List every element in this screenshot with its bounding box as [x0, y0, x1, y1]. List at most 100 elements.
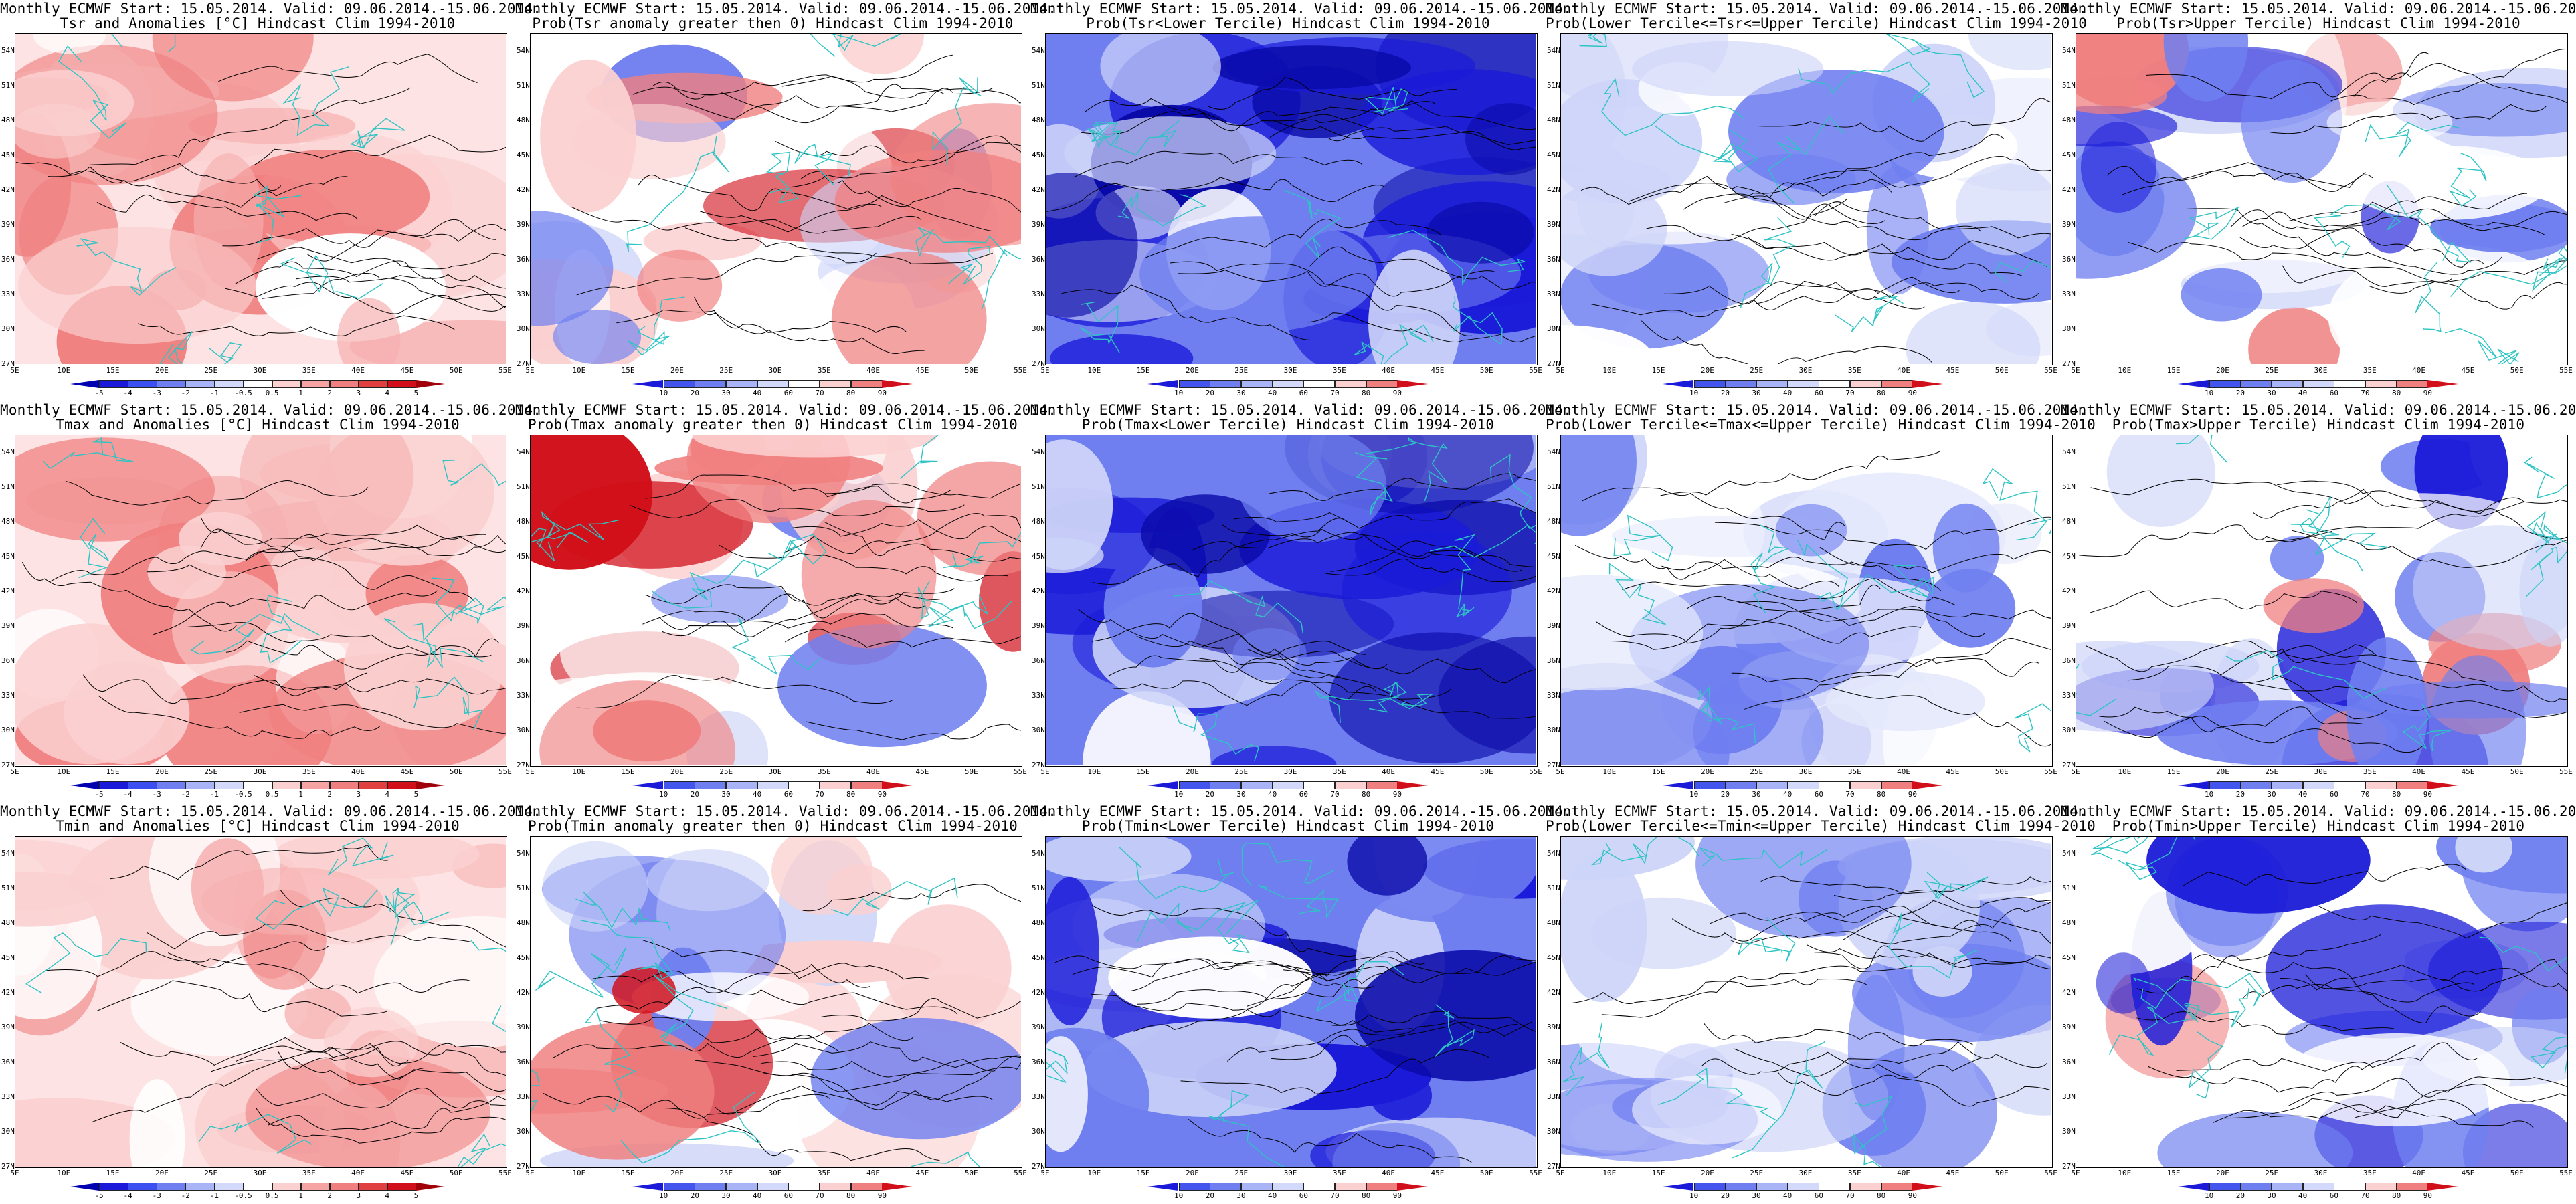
colorbar-segment: [329, 380, 359, 388]
longitude-label: 20E: [670, 1169, 684, 1177]
longitude-label: 5E: [10, 366, 19, 375]
colorbar-segment: [2240, 380, 2272, 388]
longitude-label: 55E: [2559, 767, 2573, 776]
latitude-label: 39N: [1547, 220, 1560, 229]
latitude-label: 42N: [1547, 587, 1560, 595]
isotherm-contour: [2193, 954, 2474, 1003]
colorbar-segment: [2240, 781, 2272, 789]
latitude-label: 54N: [2062, 46, 2076, 55]
latitude-label: 27N: [2062, 1162, 2076, 1171]
latitude-label: 36N: [1032, 656, 1045, 665]
latitude-label: 48N: [1, 116, 15, 124]
colorbar-arrow: [882, 781, 913, 789]
latitude-label: 54N: [1032, 447, 1045, 456]
shaded-region: [1632, 41, 1824, 96]
map-canvas: [1045, 33, 1538, 365]
isotherm-contour: [2318, 902, 2567, 939]
panel-title-line2: Prob(Tmin<Lower Tercile) Hindcast Clim 1…: [1081, 818, 1495, 834]
colorbar-segment: [850, 1183, 883, 1191]
colorbar-label: 20: [1205, 389, 1214, 397]
shaded-region: [178, 512, 262, 566]
colorbar-arrow: [416, 781, 445, 789]
longitude-label: 45E: [2461, 366, 2475, 375]
coastline: [2526, 546, 2567, 597]
latitude-label: 39N: [517, 1023, 530, 1031]
colorbar-label: 90: [2423, 790, 2432, 799]
isotherm-contour: [1309, 246, 1536, 290]
colorbar-segment: [1725, 380, 1757, 388]
colorbar-label: 30: [2267, 389, 2276, 397]
latitude-label: 54N: [517, 46, 530, 55]
longitude-label: 40E: [351, 767, 365, 776]
panel-title-line1: Monthly ECMWF Start: 15.05.2014. Valid: …: [515, 402, 1057, 418]
colorbar-label: 30: [2267, 790, 2276, 799]
latitude-label: 51N: [1032, 482, 1045, 491]
colorbar-segment: [1881, 781, 1913, 789]
colorbar-segment: [358, 781, 388, 789]
colorbar: 10 20 30 40 60 70 80 90: [632, 380, 913, 397]
latitude-label: 48N: [517, 116, 530, 124]
colorbar-label: 60: [1814, 389, 1823, 397]
isotherm-contour: [632, 54, 953, 100]
colorbar-segment: [1335, 380, 1367, 388]
isotherm-contour: [1268, 473, 1536, 501]
shaded-region: [1968, 34, 2051, 71]
colorbar-segment: [663, 380, 695, 388]
longitude-label: 15E: [2167, 366, 2181, 375]
latitude-label: 54N: [1, 849, 15, 858]
isotherm-contour: [2292, 530, 2567, 568]
colorbar-label: 80: [846, 790, 856, 799]
colorbar-label: 20: [690, 389, 699, 397]
coastline: [2365, 122, 2461, 157]
isotherm-contour: [96, 195, 358, 221]
coastline: [1365, 437, 1448, 502]
shaded-region: [1561, 575, 1704, 691]
longitude-label: 10E: [1602, 767, 1617, 776]
colorbar-label: 20: [690, 790, 699, 799]
map-canvas: [2076, 33, 2568, 365]
shaded-region: [1561, 181, 1667, 276]
colorbar-label: 70: [1330, 1191, 1340, 1200]
coastline: [2415, 262, 2442, 332]
coastline: [190, 613, 320, 655]
isotherm-contour: [1269, 100, 1536, 138]
map-panel: Monthly ECMWF Start: 15.05.2014. Valid: …: [0, 401, 541, 803]
shaded-region: [553, 309, 642, 364]
isotherm-contour: [268, 1095, 506, 1131]
latitude-label: 45N: [1032, 953, 1045, 962]
colorbar-label: 20: [1205, 1191, 1214, 1200]
coastline: [255, 887, 379, 930]
panel-title-line1: Monthly ECMWF Start: 15.05.2014. Valid: …: [1546, 402, 2088, 418]
shaded-region: [33, 34, 106, 54]
isotherm-contour: [592, 970, 958, 1015]
latitude-label: 27N: [1, 359, 15, 368]
longitude-label: 30E: [2314, 1169, 2328, 1177]
latitude-label: 54N: [2062, 849, 2076, 858]
latitude-label: 30N: [1547, 324, 1560, 333]
coastline: [535, 948, 626, 998]
isotherm-contour: [1199, 658, 1536, 719]
longitude-label: 15E: [1136, 1169, 1150, 1177]
shaded-region: [2181, 205, 2324, 249]
latitude-label: 48N: [1547, 116, 1560, 124]
colorbar-label: 30: [1752, 790, 1761, 799]
shaded-region: [1211, 746, 1337, 765]
isotherm-contour: [50, 547, 315, 582]
longitude-label: 25E: [1234, 366, 1249, 375]
longitude-label: 25E: [204, 1169, 218, 1177]
colorbar-segment: [1819, 781, 1851, 789]
isotherm-contour: [2288, 1078, 2567, 1106]
shaded-region: [1427, 201, 1534, 264]
coastline: [531, 522, 589, 548]
shaded-region: [2346, 637, 2428, 765]
coastline: [43, 437, 134, 470]
colorbar-segment: [1787, 781, 1819, 789]
colorbar-arrow: [70, 1183, 99, 1191]
latitude-label: 48N: [2062, 116, 2076, 124]
isotherm-contour: [685, 227, 993, 264]
colorbar-arrow: [1663, 1183, 1693, 1191]
colorbar-segment: [1787, 1183, 1819, 1191]
colorbar-segment: [1241, 380, 1273, 388]
isotherm-contour: [1133, 1009, 1412, 1033]
colorbar-label: 10: [1689, 790, 1699, 799]
